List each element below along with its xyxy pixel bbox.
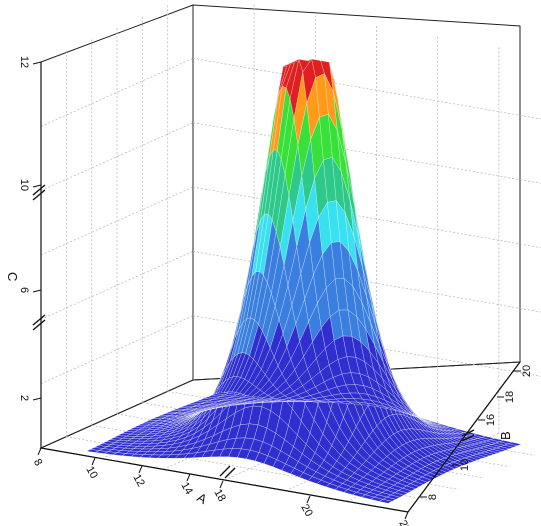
z-tick-label: 10: [18, 179, 30, 191]
z-tick-label: 12: [18, 56, 30, 68]
x-axis-label: A: [195, 490, 210, 507]
grid-line: [192, 186, 541, 249]
y-tick-label: 8: [427, 494, 439, 500]
x-tick-mark: [186, 473, 191, 482]
x-tick-mark: [306, 495, 311, 504]
y-tick-label: 18: [504, 391, 516, 403]
x-axis: 8 10 12 14 18 20 22: [31, 447, 413, 526]
y-tick-label: 20: [521, 365, 533, 377]
x-tick-label: 20: [298, 502, 315, 519]
x-tick-label: 22: [396, 518, 413, 526]
z-tick-label: 2: [18, 395, 30, 401]
surface-mesh: [86, 58, 522, 504]
y-axis-label: B: [498, 431, 513, 440]
grid-line: [192, 122, 541, 184]
x-tick-mark: [138, 465, 143, 474]
z-tick-label: 6: [18, 287, 30, 293]
x-axis-line: [40, 447, 409, 513]
axis-break-markers: [32, 184, 475, 479]
z-axis-label: C: [5, 272, 20, 281]
z-axis: 2 6 10 12: [18, 56, 42, 448]
y-tick-label: 10: [459, 459, 471, 471]
x-tick-mark: [404, 511, 409, 520]
x-tick-mark: [91, 457, 96, 466]
x-tick-label: 14: [178, 480, 195, 497]
grid-line: [192, 57, 541, 120]
y-tick-label: 16: [485, 414, 497, 426]
surface-cell: [507, 442, 522, 446]
z-tick-mark: [32, 397, 42, 401]
x-tick-label: 18: [211, 487, 228, 504]
x-tick-label: 8: [31, 457, 44, 468]
x-tick-mark: [219, 480, 224, 489]
y-axis: 8 10 16 18 20: [407, 361, 533, 513]
x-tick-label: 10: [83, 464, 100, 481]
x-tick-mark: [37, 447, 42, 456]
z-tick-mark: [32, 184, 42, 188]
z-tick-mark: [32, 61, 42, 65]
y-axis-line: [407, 361, 521, 513]
z-tick-mark: [32, 289, 42, 293]
x-tick-label: 12: [130, 472, 147, 489]
